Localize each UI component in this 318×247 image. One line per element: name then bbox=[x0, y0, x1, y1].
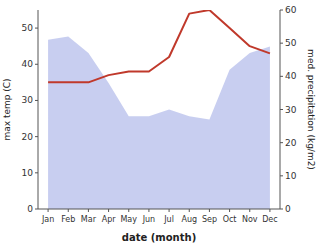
y-tick-label: 10 bbox=[22, 168, 34, 178]
y-tick-label: 30 bbox=[22, 95, 34, 105]
y-tick bbox=[35, 136, 38, 137]
y2-tick-label: 60 bbox=[285, 5, 297, 15]
y-tick-label: 20 bbox=[22, 132, 34, 142]
x-tick-label: Mar bbox=[81, 215, 97, 224]
x-tick-label: May bbox=[120, 215, 137, 224]
x-tick bbox=[88, 209, 89, 212]
x-tick bbox=[209, 209, 210, 212]
y2-tick bbox=[280, 76, 283, 77]
x-tick bbox=[189, 209, 190, 212]
x-tick-label: Sep bbox=[202, 215, 217, 224]
y2-tick-label: 40 bbox=[285, 71, 297, 81]
x-tick-label: Oct bbox=[223, 215, 237, 224]
x-tick bbox=[249, 209, 250, 212]
precipitation-area bbox=[48, 37, 270, 209]
x-tick-label: Jul bbox=[163, 215, 174, 224]
x-tick-label: Apr bbox=[102, 215, 117, 224]
chart-svg: 0 10 20 30 40 50 0 10 20 30 40 50 60 Jan Feb Mar AprMay J… bbox=[0, 0, 318, 247]
y2-tick bbox=[280, 43, 283, 44]
x-tick-label: Feb bbox=[61, 215, 75, 224]
x-axis-label: date (month) bbox=[122, 232, 196, 243]
y2-tick bbox=[280, 142, 283, 143]
x-tick bbox=[148, 209, 149, 212]
x-tick bbox=[68, 209, 69, 212]
y2-tick-label: 10 bbox=[285, 171, 297, 181]
y2-tick-label: 30 bbox=[285, 105, 297, 115]
y-tick bbox=[35, 28, 38, 29]
x-tick-label: Jan bbox=[41, 215, 54, 224]
y2-tick-label: 50 bbox=[285, 38, 297, 48]
x-tick bbox=[48, 209, 49, 212]
plot-area bbox=[48, 10, 270, 209]
temp-line bbox=[48, 10, 270, 82]
y-tick-label: 0 bbox=[27, 204, 33, 214]
x-tick-label: Nov bbox=[242, 215, 258, 224]
x-tick-label: Dec bbox=[262, 215, 277, 224]
x-tick-label: Aug bbox=[181, 215, 197, 224]
y-tick bbox=[35, 64, 38, 65]
y-tick bbox=[35, 100, 38, 101]
y2-tick bbox=[280, 109, 283, 110]
y-tick-label: 50 bbox=[22, 23, 34, 33]
y-tick bbox=[35, 209, 38, 210]
x-tick bbox=[128, 209, 129, 212]
x-tick bbox=[169, 209, 170, 212]
x-tick-label: Jun bbox=[142, 215, 156, 224]
y2-axis-label: med. precipitation (kg/m2) bbox=[306, 49, 316, 170]
x-tick bbox=[229, 209, 230, 212]
y2-tick-label: 20 bbox=[285, 138, 297, 148]
y2-tick bbox=[280, 10, 283, 11]
y-tick-label: 40 bbox=[22, 59, 34, 69]
x-tick bbox=[269, 209, 270, 212]
y2-tick bbox=[280, 209, 283, 210]
x-axis-line bbox=[38, 209, 280, 210]
y-axis-line bbox=[38, 10, 39, 209]
y2-tick-label: 0 bbox=[285, 204, 291, 214]
y2-tick bbox=[280, 175, 283, 176]
x-tick bbox=[108, 209, 109, 212]
y-tick bbox=[35, 172, 38, 173]
y-axis-label: max temp (C) bbox=[2, 78, 12, 140]
chart-container: 0 10 20 30 40 50 0 10 20 30 40 50 60 Jan Feb Mar AprMay J… bbox=[0, 0, 318, 247]
